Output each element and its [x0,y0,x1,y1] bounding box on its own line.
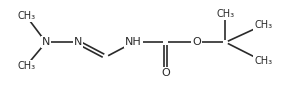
Text: CH₃: CH₃ [254,56,272,66]
Text: CH₃: CH₃ [254,20,272,30]
Text: CH₃: CH₃ [216,9,235,19]
Text: NH: NH [125,37,142,47]
Text: O: O [161,68,170,78]
Text: N: N [74,37,82,47]
Text: N: N [42,37,50,47]
Text: CH₃: CH₃ [17,61,36,71]
Text: CH₃: CH₃ [17,11,36,21]
Text: O: O [192,37,201,47]
